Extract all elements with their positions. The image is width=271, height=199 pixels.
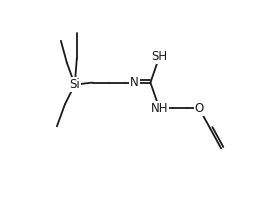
Text: Si: Si bbox=[69, 78, 80, 91]
Text: O: O bbox=[195, 102, 204, 115]
Text: SH: SH bbox=[151, 50, 167, 63]
Text: NH: NH bbox=[151, 102, 168, 115]
Text: N: N bbox=[130, 76, 139, 89]
